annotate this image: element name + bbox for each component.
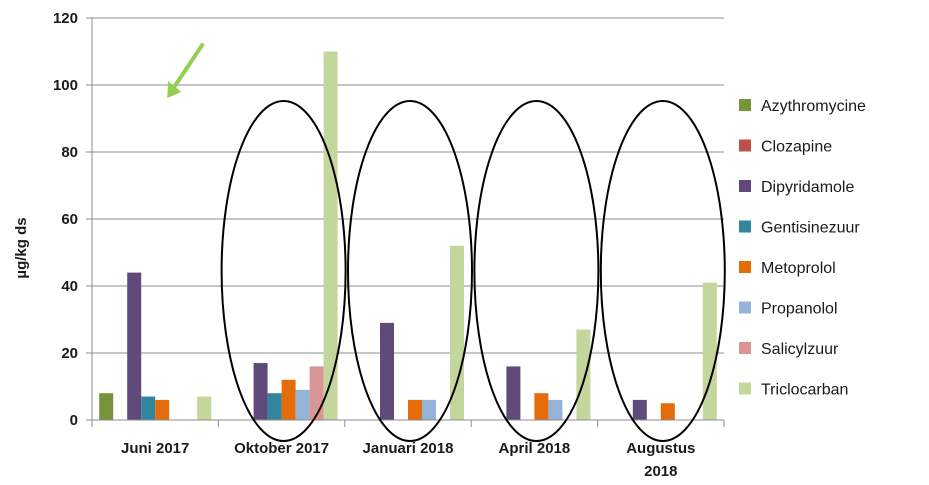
bar-triclocarban bbox=[197, 396, 212, 420]
bar-dipyridamole bbox=[506, 366, 521, 420]
bar-dipyridamole bbox=[380, 322, 394, 420]
x-category-label: Juni 2017 bbox=[121, 440, 189, 457]
highlight-ellipse bbox=[347, 100, 473, 442]
y-tick-label: 60 bbox=[61, 211, 78, 228]
legend-swatch bbox=[739, 139, 751, 152]
bar-metoprolol bbox=[408, 399, 422, 420]
gridlines bbox=[92, 17, 724, 354]
legend-label: Metoprolol bbox=[761, 260, 836, 277]
bar-triclocarban bbox=[702, 282, 717, 420]
y-axis-title: µg/kg ds bbox=[13, 217, 30, 278]
legend-label: Propanolol bbox=[761, 301, 838, 318]
legend-swatch bbox=[739, 301, 751, 314]
y-tick-label: 100 bbox=[53, 77, 78, 94]
legend-label: Clozapine bbox=[761, 139, 832, 156]
y-tick-label: 80 bbox=[61, 144, 78, 161]
bar-dipyridamole bbox=[632, 399, 647, 420]
bar-metoprolol bbox=[534, 393, 549, 420]
axes bbox=[86, 17, 725, 427]
bar-metoprolol bbox=[660, 403, 675, 420]
arrow-shaft bbox=[170, 43, 205, 92]
x-category-label: April 2018 bbox=[499, 440, 571, 457]
bar-dipyridamole bbox=[253, 363, 268, 420]
category-labels: Juni 2017 Oktober 2017 Januari 2018 April 2… bbox=[121, 440, 695, 480]
legend-label: Salicylzuur bbox=[761, 341, 839, 358]
legend-swatch bbox=[739, 99, 751, 111]
bar-gentisinezuur bbox=[141, 396, 156, 420]
bar-propanolol bbox=[295, 389, 310, 420]
legend-swatch bbox=[739, 261, 751, 273]
bar-metoprolol bbox=[281, 379, 296, 420]
annotations bbox=[167, 43, 726, 442]
bar-metoprolol bbox=[155, 399, 170, 420]
bar-salicylzuur bbox=[309, 366, 324, 420]
legend-label: Gentisinezuur bbox=[761, 220, 860, 237]
legend-swatch bbox=[739, 382, 751, 395]
legend-label: Azythromycine bbox=[761, 98, 866, 115]
legend-label: Triclocarban bbox=[761, 382, 848, 399]
bar-gentisinezuur bbox=[267, 393, 282, 420]
x-category-label: Oktober 2017 bbox=[234, 440, 329, 457]
bar-triclocarban bbox=[323, 51, 338, 420]
legend-label: Dipyridamole bbox=[761, 179, 854, 196]
bar-triclocarban bbox=[450, 245, 464, 420]
highlight-ellipse bbox=[473, 100, 600, 442]
highlight-ellipse bbox=[599, 100, 726, 442]
y-tick-label: 40 bbox=[61, 278, 78, 295]
bars bbox=[99, 51, 717, 420]
bar-propanolol bbox=[548, 399, 563, 420]
bar-dipyridamole bbox=[127, 272, 142, 420]
y-tick-label: 20 bbox=[61, 345, 78, 362]
y-tick-label: 120 bbox=[53, 10, 78, 27]
legend-swatch bbox=[739, 180, 751, 192]
legend-swatch bbox=[739, 342, 751, 354]
x-category-label: Augustus bbox=[626, 440, 695, 457]
y-tick-labels: 0 20 40 60 80 100 120 bbox=[53, 10, 78, 429]
x-category-label: Januari 2018 bbox=[363, 440, 454, 457]
bar-propanolol bbox=[422, 399, 436, 420]
legend-swatch bbox=[739, 220, 751, 233]
bar-triclocarban bbox=[576, 329, 591, 420]
bar-azythromycine bbox=[99, 393, 114, 420]
arrow-head bbox=[167, 81, 182, 98]
legend: Azythromycine Clozapine Dipyridamole Gentis… bbox=[739, 98, 866, 399]
x-category-label: 2018 bbox=[644, 463, 677, 480]
highlight-ellipse bbox=[220, 100, 347, 442]
y-tick-label: 0 bbox=[70, 412, 78, 429]
